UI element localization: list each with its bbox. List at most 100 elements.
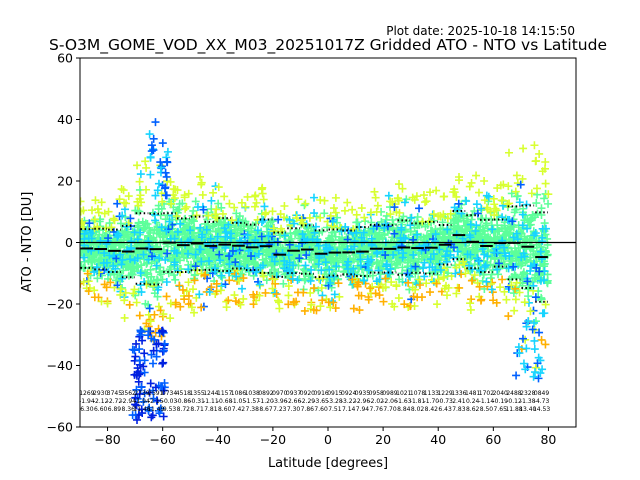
scatter-point — [217, 271, 226, 280]
scatter-point — [310, 209, 319, 218]
scatter-point — [373, 232, 382, 241]
scatter-point — [518, 334, 527, 343]
scatter-point — [191, 197, 200, 206]
scatter-point — [397, 225, 406, 234]
scatter-point — [441, 252, 450, 261]
scatter-point — [165, 265, 174, 274]
scatter-point — [119, 240, 128, 249]
scatter-point — [137, 405, 146, 414]
scatter-point — [330, 290, 339, 299]
scatter-point — [131, 206, 140, 215]
scatter-point — [190, 276, 199, 285]
scatter-point — [284, 291, 293, 300]
scatter-point — [102, 283, 111, 292]
scatter-point — [142, 163, 151, 172]
scatter-point — [452, 289, 461, 298]
scatter-point — [122, 222, 131, 231]
scatter-point — [150, 225, 159, 234]
scatter-point — [366, 284, 375, 293]
scatter-point — [209, 188, 218, 197]
scatter-point — [269, 224, 278, 233]
scatter-point — [317, 266, 326, 275]
scatter-point — [275, 304, 284, 313]
scatter-point — [541, 340, 550, 349]
scatter-point — [480, 177, 489, 186]
bin-stat-label: 8.42 — [425, 406, 439, 413]
scatter-point — [372, 258, 381, 267]
scatter-point — [151, 216, 160, 225]
bin-stat-label: -2.94 — [120, 398, 136, 405]
scatter-point — [184, 278, 193, 287]
scatter-point — [532, 263, 541, 272]
scatter-point — [504, 230, 513, 239]
scatter-point — [530, 141, 539, 150]
scatter-point — [515, 198, 524, 207]
scatter-point — [162, 172, 171, 181]
scatter-point — [198, 190, 207, 199]
scatter-point — [300, 306, 309, 315]
scatter-point — [439, 192, 448, 201]
scatter-point — [531, 368, 539, 377]
scatter-point — [477, 204, 486, 213]
bin-stat-label: 7.30 — [287, 406, 301, 413]
scatter-point — [263, 259, 272, 268]
scatter-point — [512, 171, 521, 180]
scatter-point — [341, 222, 350, 231]
scatter-point — [474, 188, 483, 197]
bin-stat-label: 1157 — [217, 390, 232, 397]
y-tick-label: 40 — [57, 112, 73, 127]
scatter-point — [496, 283, 505, 292]
scatter-point — [493, 265, 502, 274]
scatter-point — [321, 258, 330, 267]
scatter-point — [429, 250, 438, 259]
scatter-point — [286, 229, 295, 238]
scatter-point — [477, 295, 486, 304]
scatter-point — [133, 415, 142, 424]
bin-stat-label: 0915 — [327, 390, 342, 397]
scatter-point — [395, 208, 404, 217]
scatter-point — [191, 250, 200, 259]
bin-stat-label: 7.14 — [342, 406, 356, 413]
scatter-point — [139, 250, 148, 259]
scatter-point — [349, 304, 358, 313]
scatter-point — [395, 180, 404, 189]
x-tick-label: 0 — [324, 432, 332, 447]
scatter-point — [334, 279, 343, 288]
scatter-point — [214, 199, 223, 208]
bin-stat-label: -2.72 — [107, 398, 123, 405]
scatter-point — [407, 264, 416, 273]
scatter-point — [520, 298, 529, 307]
scatter-point — [465, 261, 474, 270]
scatter-point — [182, 287, 191, 296]
scatter-point — [530, 318, 539, 327]
scatter-point — [389, 250, 398, 259]
scatter-point — [149, 359, 158, 368]
scatter-point — [161, 255, 170, 264]
scatter-point — [149, 346, 158, 355]
scatter-point — [80, 277, 88, 286]
scatter-point — [243, 192, 252, 201]
scatter-point — [379, 297, 388, 306]
scatter-point — [538, 365, 547, 374]
scatter-point — [241, 202, 250, 211]
scatter-point — [304, 240, 313, 249]
scatter-point — [417, 293, 426, 302]
scatter-point — [162, 292, 171, 301]
scatter-point — [410, 301, 419, 310]
scatter-point — [167, 199, 176, 208]
scatter-point — [280, 256, 289, 265]
scatter-point — [172, 248, 181, 257]
x-tick-label: 60 — [485, 432, 501, 447]
scatter-point — [261, 208, 270, 217]
scatter-point — [475, 282, 484, 291]
scatter-point — [235, 276, 244, 285]
scatter-point — [284, 251, 293, 260]
scatter-point — [467, 178, 476, 187]
bin-stat-label: -1.81 — [410, 398, 426, 405]
scatter-point — [373, 259, 382, 268]
scatter-point — [397, 242, 406, 251]
scatter-point — [197, 257, 206, 266]
scatter-point — [132, 262, 141, 271]
y-tick-label: −20 — [47, 297, 73, 312]
scatter-point — [505, 251, 514, 260]
